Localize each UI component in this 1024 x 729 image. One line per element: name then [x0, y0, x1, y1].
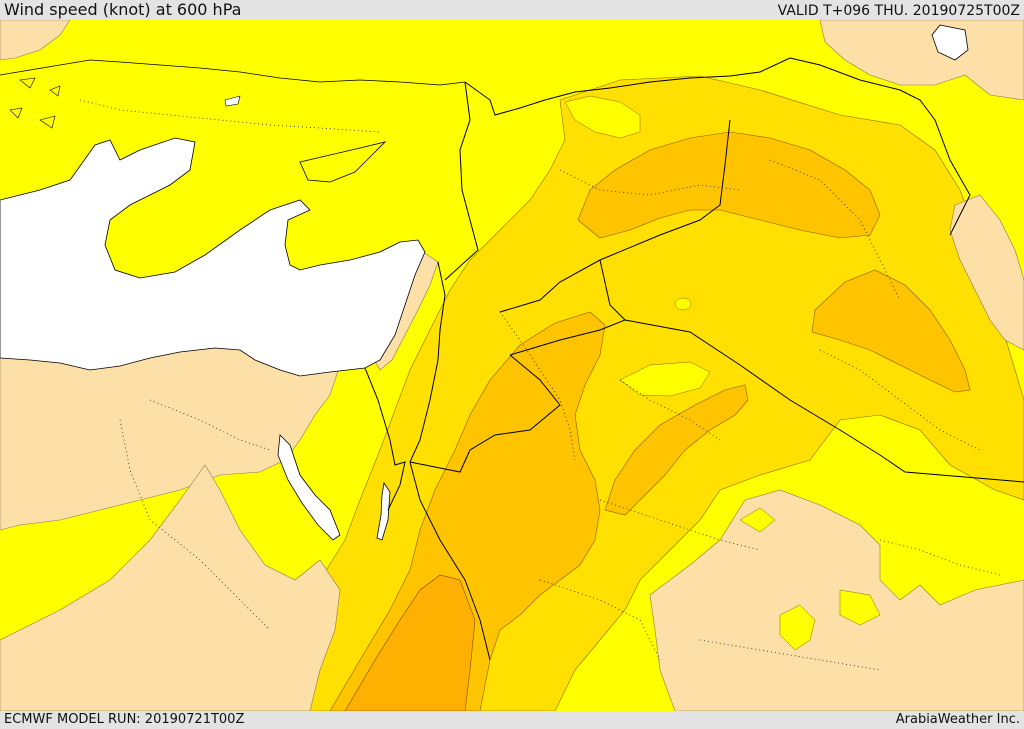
map-footer: ECMWF MODEL RUN: 20190721T00Z ArabiaWeat…: [0, 711, 1024, 729]
band-tan-nw-corner: [0, 20, 71, 61]
province-line-12: [699, 639, 881, 671]
map-title: Wind speed (knot) at 600 hPa: [4, 0, 242, 19]
border-lebanon-syria: [444, 81, 479, 281]
border-israel-jordan: [409, 261, 446, 463]
band-tan-iran: [949, 194, 1024, 351]
wind-speed-map: [0, 20, 1024, 711]
island-4: [39, 115, 56, 129]
mediterranean-sea: [0, 137, 426, 377]
band-tan-sinai: [0, 464, 341, 711]
band-tan-ne-corner: [819, 20, 1024, 101]
band-orange-iraq: [811, 269, 971, 393]
province-line-9: [879, 539, 1001, 576]
border-jordan-saudi: [409, 354, 561, 473]
island-2: [49, 85, 61, 97]
patch-yellow-1: [619, 361, 711, 397]
model-run-label: ECMWF MODEL RUN: 20190721T00Z: [4, 712, 245, 727]
patch-yellow-arabia-2: [839, 589, 881, 626]
border-iraq-iran: [789, 57, 971, 236]
gulf-of-aqaba: [376, 481, 391, 541]
band-orange-desert: [604, 384, 749, 516]
credit-label: ArabiaWeather Inc.: [895, 712, 1020, 727]
cyprus-island: [299, 141, 387, 183]
province-line-6: [119, 419, 271, 631]
band-deep-orange-core: [344, 574, 476, 711]
band-tan-arabia: [649, 489, 1024, 711]
patch-yellow-arabia-1: [779, 604, 816, 651]
valid-time-label: VALID T+096 THU. 20190725T00Z: [777, 3, 1020, 19]
border-syria-iraq: [499, 119, 731, 313]
patch-yellow-arabia-3: [739, 507, 776, 533]
map-header: Wind speed (knot) at 600 hPa VALID T+096…: [0, 0, 1024, 20]
map-canvas: [0, 20, 1024, 711]
aegean-islands: [9, 77, 61, 129]
island-1: [19, 77, 36, 89]
border-egypt-israel: [364, 367, 406, 511]
province-line-5: [149, 399, 271, 451]
band-orange-central: [329, 311, 606, 711]
province-borders: [79, 99, 1001, 671]
border-saudi-iraq: [624, 319, 1024, 483]
band-orange-east: [577, 131, 881, 239]
coast-north: [0, 59, 466, 86]
border-saudi-west: [409, 461, 491, 661]
lake-van: [224, 95, 241, 107]
country-borders: [364, 57, 1024, 661]
gulf-of-suez: [277, 434, 341, 541]
patch-yellow-3: [674, 297, 692, 311]
island-3: [9, 107, 23, 119]
border-turkey-syria: [464, 57, 791, 116]
patch-yellow-2: [564, 95, 641, 139]
province-line-1: [499, 311, 576, 461]
caspian-sea: [931, 24, 969, 61]
border-jordan-iraq: [509, 259, 626, 356]
